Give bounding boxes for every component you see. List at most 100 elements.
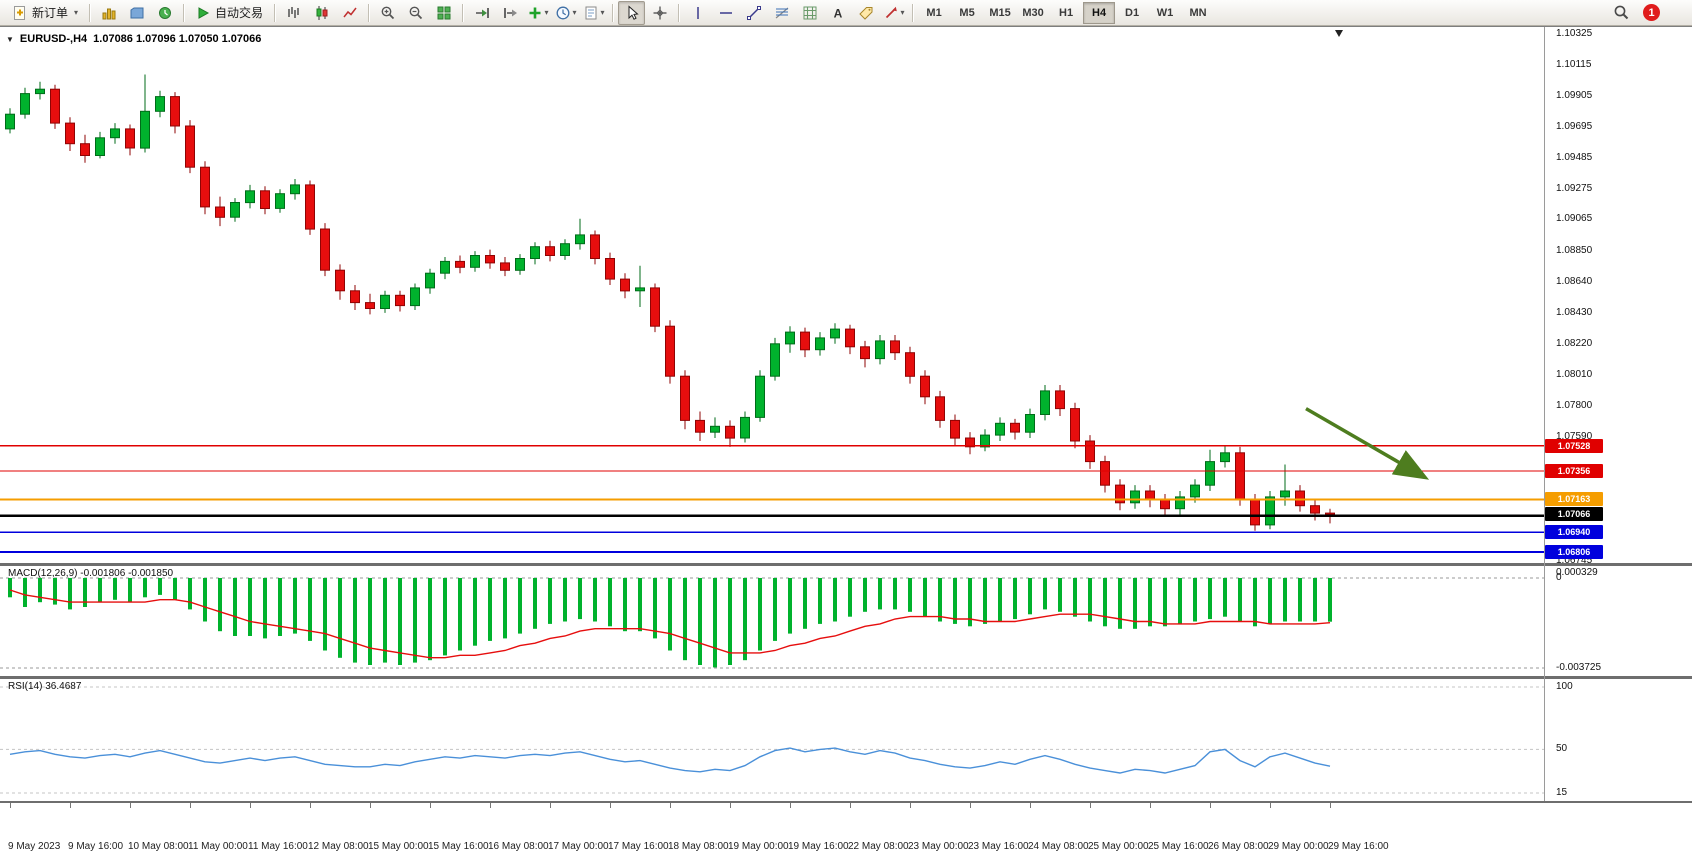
rsi-panel-canvas[interactable] [0,679,1544,801]
resistance-line-1-price-tag[interactable]: 1.07528 [1545,439,1603,453]
label-tool-icon[interactable] [852,1,879,25]
support-line-2-price-tag[interactable]: 1.06806 [1545,545,1603,559]
macd-histogram-bar [953,578,957,624]
grid-icon [802,5,818,21]
time-axis-tick [1270,803,1271,808]
macd-histogram-bar [593,578,597,622]
pivot-line-orange-price-tag[interactable]: 1.07163 [1545,492,1603,506]
line-chart-mode-icon[interactable] [336,1,363,25]
search-icon[interactable] [1607,1,1634,25]
price-axis-label: 1.08220 [1556,338,1593,349]
candle [95,137,105,157]
timeframe-m30[interactable]: M30 [1022,6,1044,19]
zoom-out-icon[interactable] [402,1,429,25]
price-axis-label: 1.08850 [1556,245,1593,256]
time-axis-label: 15 May 00:00 [368,841,429,852]
timeframe-m5[interactable]: M5 [959,6,975,19]
macd-histogram-bar [1118,578,1122,629]
candle [320,228,330,271]
bar-chart-mode-icon[interactable] [280,1,307,25]
panel-resize-handle-rsi[interactable] [0,676,1692,679]
current-price-tag: 1.07066 [1545,507,1603,521]
candle [905,352,915,377]
macd-histogram-bar [1148,578,1152,627]
price-axis-label: 1.09065 [1556,213,1593,224]
trendline-tool-icon[interactable] [740,1,767,25]
candle [980,434,990,448]
macd-histogram-bar [263,578,267,639]
fibonacci-tool-icon[interactable] [768,1,795,25]
macd-histogram-bar [1238,578,1242,622]
time-axis[interactable]: 9 May 2023 9 May 16:00 10 May 08:00 11 May … [0,803,1692,865]
cursor-tool-icon[interactable] [618,0,646,25]
algo-trading-label: 自动交易 [215,6,264,20]
profiles-icon[interactable] [123,1,150,25]
market-watch-icon[interactable] [151,1,178,25]
macd-histogram-bar [1043,578,1047,610]
rsi-indicator-label: RSI(14) 36.4687 [8,681,82,692]
auto-scroll-icon[interactable] [468,1,495,25]
chevron-down-icon: ▾ [544,8,549,17]
svg-text:A: A [833,6,842,20]
one-click-trading-toggle[interactable]: ▼ [6,34,14,44]
price-axis[interactable]: 1.10325 1.10115 1.09905 1.09695 1.09485 1.092… [1544,27,1692,865]
timeframe-d1[interactable]: D1 [1125,6,1140,19]
arrows-tool-icon[interactable]: ▾ [880,1,907,25]
time-axis-label: 9 May 2023 [8,841,61,852]
candle [740,416,750,439]
time-axis-tick [310,803,311,808]
chart-shift-marker[interactable] [1335,30,1343,37]
macd-histogram-bar [308,578,312,641]
horizontal-line-tool-icon[interactable] [712,1,739,25]
zoom-in-icon[interactable] [374,1,401,25]
crosshair-tool-icon[interactable] [646,1,673,25]
resistance-line-2-price-tag[interactable]: 1.07356 [1545,464,1603,478]
algo-trading-button[interactable]: 自动交易 [189,2,269,24]
templates-icon[interactable]: ▾ [580,1,607,25]
label-icon [858,5,874,21]
candle [215,206,225,218]
tile-windows-icon[interactable] [430,1,457,25]
search-icon [1613,5,1629,21]
candle [245,190,255,204]
shapes-tool-icon[interactable] [796,1,823,25]
support-line-1-price-tag[interactable]: 1.06940 [1545,525,1603,539]
new-chart-icon[interactable] [95,1,122,25]
candle [785,331,795,345]
macd-histogram-bar [8,578,12,598]
timeframe-m1[interactable]: M1 [926,6,942,19]
macd-histogram-bar [1028,578,1032,615]
time-axis-tick [1150,803,1151,808]
chart-shift-icon[interactable] [496,1,523,25]
price-chart-canvas[interactable] [0,29,1544,563]
text-tool-icon[interactable]: A [824,1,851,25]
candle [710,425,720,433]
macd-panel-canvas[interactable] [0,566,1544,676]
macd-histogram-bar [1298,578,1302,622]
panel-resize-handle-macd[interactable] [0,563,1692,566]
macd-histogram-bar [1193,578,1197,622]
macd-histogram-bar [503,578,507,639]
time-axis-label: 10 May 08:00 [128,841,189,852]
vertical-line-tool-icon[interactable] [684,1,711,25]
new-order-button[interactable]: 新订单 ▾ [6,2,84,24]
candle [770,343,780,377]
timeframe-w1[interactable]: W1 [1156,6,1174,19]
timeframe-mn[interactable]: MN [1189,6,1207,19]
candle [1265,496,1275,526]
indicators-list-icon[interactable]: ▾ [524,1,551,25]
timeframe-h1[interactable]: H1 [1059,6,1074,19]
trend-arrow-annotation[interactable] [1305,407,1430,480]
timeframe-h4[interactable]: H4 [1083,1,1116,24]
candle [1130,490,1140,504]
price-axis-label: 1.08430 [1556,307,1593,318]
timeframe-m15[interactable]: M15 [989,6,1011,19]
macd-histogram-bar [1058,578,1062,612]
candlestick-mode-icon[interactable] [308,1,335,25]
periods-icon[interactable]: ▾ [552,1,579,25]
time-axis-tick [370,803,371,808]
macd-histogram-bar [1103,578,1107,627]
price-axis-label: 1.09275 [1556,183,1593,194]
candle [1160,499,1170,510]
notification-badge[interactable]: 1 [1643,4,1660,21]
